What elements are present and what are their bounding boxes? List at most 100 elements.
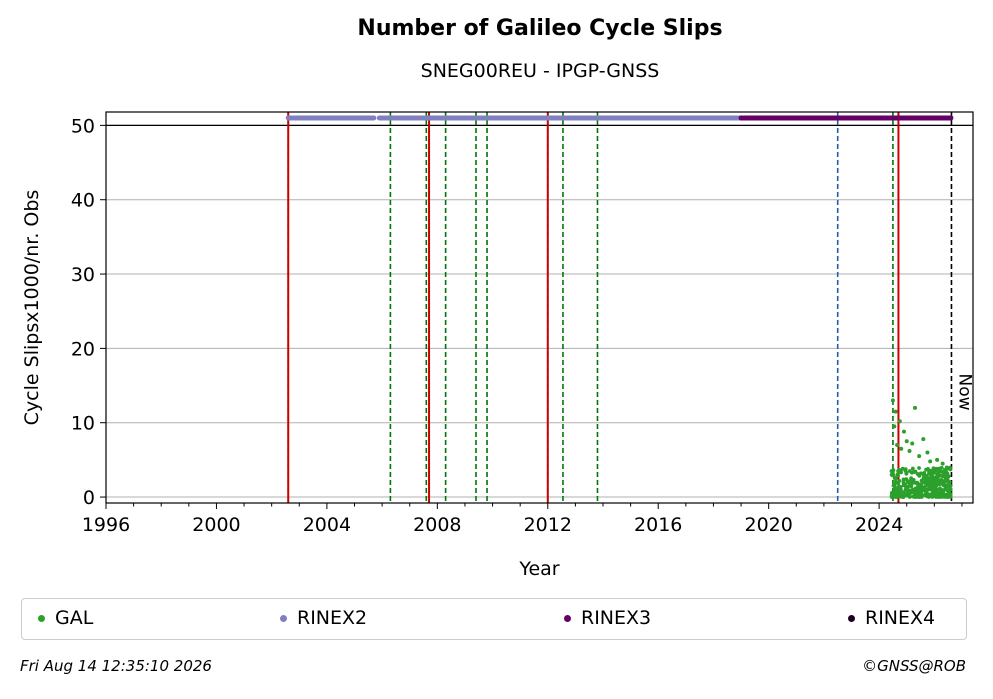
- gal-point: [927, 483, 931, 487]
- plot-area: [285, 112, 954, 503]
- gal-point: [921, 476, 926, 481]
- gal-point: [901, 429, 906, 434]
- gal-point: [941, 473, 945, 478]
- legend-marker-gal: [38, 614, 45, 622]
- gal-point: [906, 484, 910, 489]
- plot-frame: [105, 111, 974, 504]
- gal-point: [923, 480, 928, 485]
- gal-point: [906, 479, 910, 484]
- gal-point: [923, 492, 928, 497]
- gal-point: [894, 494, 899, 499]
- gal-point: [932, 466, 937, 471]
- legend-label-rinex4: RINEX4: [865, 607, 936, 629]
- gal-point: [926, 472, 931, 476]
- gal-point: [922, 471, 926, 476]
- gal-point: [910, 441, 915, 446]
- gal-point: [921, 437, 926, 442]
- now-label: Now: [954, 373, 974, 410]
- gal-point: [931, 487, 935, 492]
- chart-title: Number of Galileo Cycle Slips: [357, 16, 723, 41]
- gal-point: [929, 482, 934, 487]
- gal-point: [904, 470, 909, 475]
- gal-point: [893, 480, 898, 485]
- gal-point: [894, 490, 899, 495]
- gal-point: [945, 483, 950, 487]
- gal-point: [892, 476, 897, 481]
- gal-point: [906, 488, 911, 492]
- gal-point: [907, 469, 912, 473]
- gal-point: [924, 488, 929, 492]
- gal-point: [918, 487, 923, 491]
- gal-point: [911, 490, 916, 494]
- gal-point: [916, 491, 920, 496]
- gal-point: [926, 480, 931, 484]
- y-tick-label: 30: [71, 264, 95, 286]
- gal-point: [900, 491, 905, 496]
- gal-point: [939, 495, 943, 499]
- x-tick-label: 1996: [82, 514, 130, 536]
- gal-point: [947, 490, 952, 495]
- gal-point: [892, 424, 897, 429]
- gal-point: [897, 469, 901, 474]
- gal-point: [935, 476, 940, 481]
- gal-point: [922, 488, 926, 492]
- gal-point: [928, 459, 933, 464]
- gal-point: [948, 484, 953, 488]
- gal-point: [917, 454, 922, 459]
- gal-point: [899, 446, 904, 451]
- legend-marker-rinex3: [564, 614, 571, 622]
- legend-entry-rinex3: RINEX3: [564, 607, 651, 629]
- gal-point: [907, 448, 912, 453]
- y-tick-label: 40: [71, 190, 95, 212]
- gal-point: [944, 465, 949, 470]
- x-tick-label: 2012: [524, 514, 572, 536]
- gal-point: [908, 491, 913, 495]
- gal-point: [898, 485, 903, 489]
- footer-copyright: ©GNSS@ROB: [862, 657, 966, 675]
- gal-point: [896, 481, 901, 486]
- gal-point: [917, 472, 921, 477]
- x-tick-label: 2016: [634, 514, 682, 536]
- gal-point: [939, 465, 944, 470]
- gal-point: [936, 480, 941, 485]
- gal-point: [917, 495, 922, 499]
- legend-entry-rinex2: RINEX2: [280, 607, 367, 629]
- y-tick-label: 20: [71, 338, 95, 360]
- x-tick-label: 2024: [855, 514, 903, 536]
- chart-subtitle: SNEG00REU - IPGP-GNSS: [420, 60, 660, 82]
- gal-point: [934, 494, 938, 499]
- gal-point: [910, 466, 915, 471]
- gal-point: [895, 472, 900, 477]
- gal-point: [897, 419, 902, 424]
- legend-marker-rinex4: [848, 614, 855, 622]
- legend-label-rinex2: RINEX2: [297, 607, 368, 629]
- gal-point: [935, 457, 940, 462]
- gal-point: [945, 478, 950, 483]
- gal-point: [928, 494, 933, 499]
- gal-point: [897, 494, 902, 498]
- gal-point: [891, 468, 896, 473]
- gal-point: [900, 466, 905, 471]
- gal-point: [890, 473, 895, 478]
- gal-point: [920, 480, 925, 485]
- gal-point: [898, 488, 903, 492]
- x-tick-label: 2020: [744, 514, 792, 536]
- gal-point: [919, 483, 924, 488]
- gal-point: [944, 471, 949, 476]
- gal-point: [924, 467, 928, 472]
- gal-point: [911, 478, 916, 483]
- gal-point: [934, 483, 939, 488]
- gal-point: [904, 439, 909, 444]
- gal-point: [934, 490, 939, 495]
- gal-point: [939, 478, 944, 482]
- gal-point: [925, 450, 930, 455]
- y-tick-label: 0: [83, 487, 95, 509]
- x-tick-label: 2000: [192, 514, 240, 536]
- gal-point: [940, 470, 945, 474]
- gal-point: [903, 467, 908, 472]
- x-axis-label: Year: [518, 558, 559, 580]
- gal-point: [890, 398, 895, 403]
- y-tick-label: 50: [71, 115, 95, 137]
- gal-point: [913, 469, 918, 474]
